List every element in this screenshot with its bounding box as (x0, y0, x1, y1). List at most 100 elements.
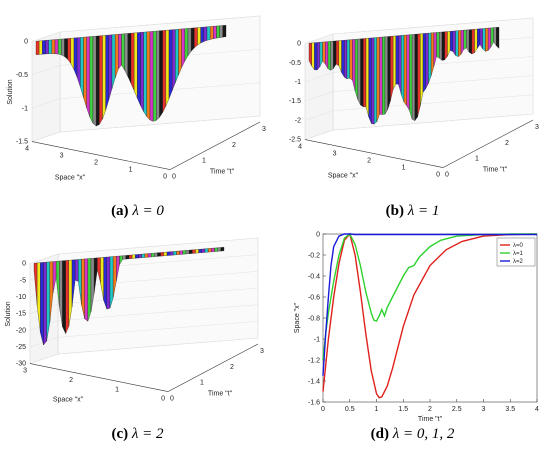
x-tick-label: 1 (129, 167, 133, 174)
y-tick-label: -0.8 (308, 316, 320, 323)
surface-patch (316, 42, 321, 71)
surface-patch (341, 40, 345, 78)
z-tick-label: 0 (297, 41, 301, 48)
surface-patch (409, 34, 413, 120)
surface-patch (373, 37, 378, 125)
surface-patch (371, 37, 375, 125)
surface-patch (67, 38, 71, 65)
surface-patch (121, 33, 125, 71)
z-tick-label: -2.5 (289, 137, 301, 144)
series-line-1 (322, 232, 537, 361)
y-axis-line (167, 343, 259, 392)
legend-label: λ=0 (513, 243, 524, 249)
surface-patch (198, 248, 202, 254)
surface-patch (173, 251, 177, 256)
surface-patch (84, 258, 88, 322)
y-tick-label: 3 (260, 348, 264, 355)
surface-patch (187, 27, 192, 57)
x-tick-label: 2 (428, 406, 432, 413)
surface-patch (179, 250, 183, 255)
surface-patch (99, 35, 103, 126)
x-tick-label: 1 (402, 165, 406, 172)
caption-b-math: λ = 1 (407, 203, 440, 219)
surface-patch (219, 25, 223, 38)
surface-patch (436, 32, 440, 59)
surface-patch (208, 248, 212, 253)
surface-patch (458, 30, 462, 57)
y-tick-label: -1.6 (308, 400, 320, 407)
surface-patch (357, 38, 361, 106)
caption-c-label: (c) (111, 426, 129, 442)
surface-patch (138, 253, 142, 259)
surface-patch (425, 32, 429, 89)
surface-patch (172, 29, 176, 91)
surface-patch (203, 26, 208, 42)
surface-patch (222, 25, 227, 38)
surface-patch (395, 35, 399, 85)
surface-patch (406, 34, 410, 112)
gridline (31, 31, 61, 42)
surface-patch (166, 251, 171, 256)
caption-c-math: λ = 2 (131, 426, 164, 442)
surface-patch (439, 31, 443, 61)
y-tick-label: -1 (314, 337, 320, 344)
surface-patch (417, 33, 421, 118)
z-tick-label: -10 (16, 294, 26, 301)
x-tick-label: 2 (367, 158, 371, 165)
surface-patch (181, 28, 185, 68)
surface-patch (214, 247, 218, 252)
y-axis-label: Time "t" (483, 167, 508, 174)
z-tick-label: -15 (16, 311, 26, 318)
surface-patch (485, 27, 489, 52)
y-axis-line (169, 121, 261, 170)
surface-patch (40, 262, 44, 346)
y-tick-label: 1 (475, 156, 479, 163)
y-tick-label: 3 (535, 124, 539, 131)
surface-patch (149, 31, 154, 122)
surface-patch (191, 27, 195, 52)
y-axis-label: Time "t" (210, 169, 235, 176)
surface-patch (487, 27, 492, 52)
surface-0 (35, 25, 227, 127)
surface-patch (128, 254, 133, 259)
surface-patch (206, 26, 211, 41)
y-tick-label: 1 (200, 380, 204, 387)
surface-patch (108, 34, 113, 100)
z-tick-label: -30 (16, 361, 26, 368)
gridline (304, 110, 334, 121)
surface-patch (452, 30, 456, 56)
surface-patch (64, 38, 68, 60)
y-axis-label: Space "x" (294, 302, 301, 333)
surface-patch (140, 31, 144, 112)
z-tick-label: -2 (295, 117, 301, 124)
surface-patch (376, 37, 380, 122)
surface-patch (156, 30, 160, 121)
surface-patch (182, 250, 187, 255)
caption-a-math: λ = 0 (132, 203, 164, 219)
surface-patch (368, 37, 372, 124)
surface-patch (392, 35, 397, 90)
gridline (29, 353, 59, 364)
y-tick-label: -0.4 (308, 274, 320, 281)
surface-patch (216, 25, 220, 39)
surface-patch (165, 29, 170, 107)
surface-patch (146, 31, 151, 121)
surface-patch (220, 247, 225, 252)
x-axis-label: Time "t" (418, 416, 443, 423)
legend-label: λ=1 (513, 251, 524, 257)
x-tick-label: 4 (298, 144, 302, 151)
z-tick-label: -0.5 (289, 60, 301, 67)
surface-patch (314, 42, 318, 71)
x-tick-label: 0 (161, 396, 165, 403)
surface-patch (86, 36, 90, 118)
surface-patch (102, 35, 106, 120)
caption-d-math: λ = 0, 1, 2 (392, 426, 455, 442)
surface-patch (354, 38, 359, 100)
surface-patch (422, 33, 426, 93)
surface-patch (162, 30, 166, 113)
surface-patch (463, 29, 467, 50)
surface-patch (61, 38, 65, 57)
surface-patch (96, 35, 100, 127)
gridline (332, 17, 534, 35)
surface-patch (344, 39, 348, 80)
